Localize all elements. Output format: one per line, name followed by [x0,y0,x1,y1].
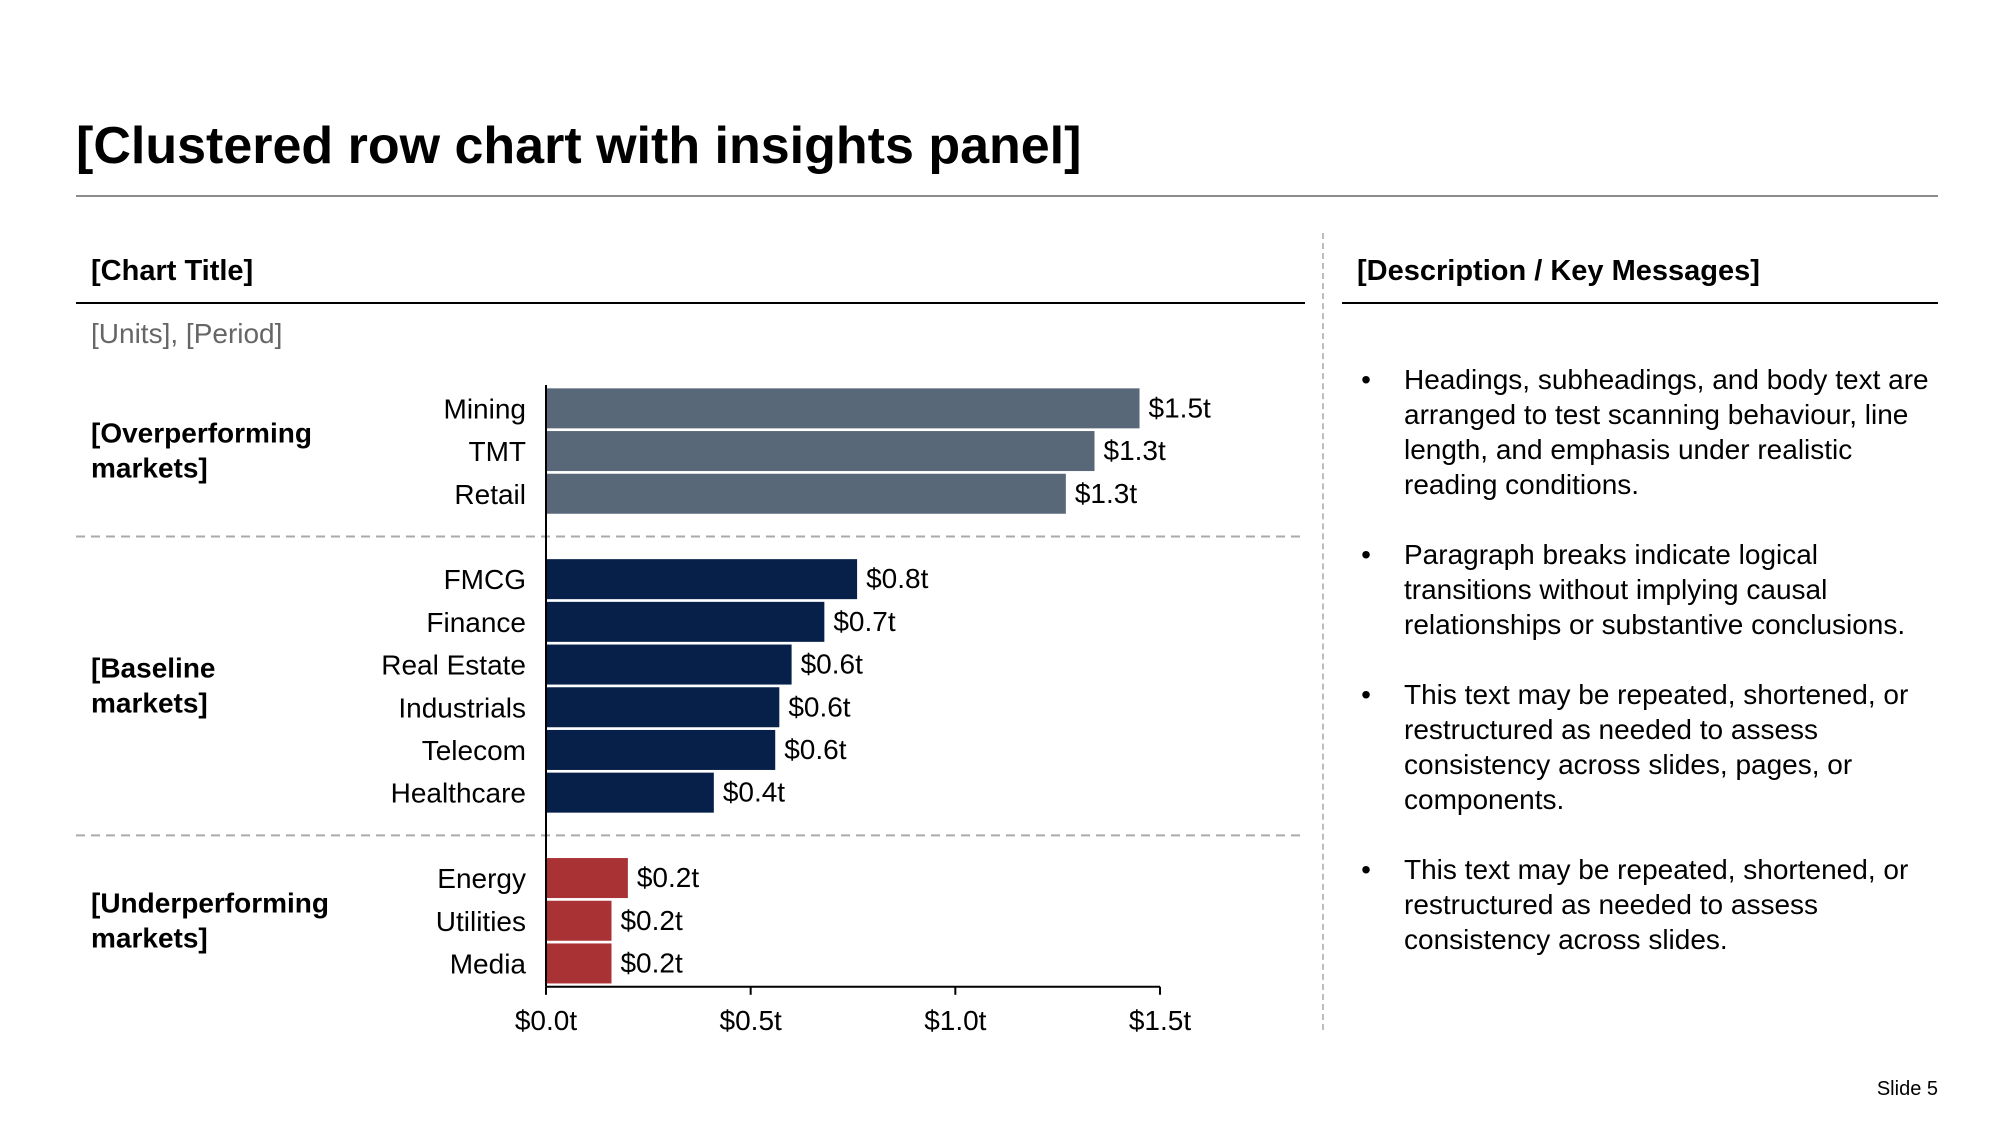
data-label: $0.6t [788,691,850,722]
category-label: TMT [468,436,526,467]
category-label: Healthcare [391,778,526,809]
x-tick-label: $1.5t [1129,1005,1191,1036]
slide-number: Slide 5 [1876,1078,1938,1100]
bullet-dot-icon: • [1361,679,1371,710]
group-label: [Overperforming [91,418,312,449]
category-label: Real Estate [381,650,526,681]
category-label: Industrials [398,692,526,723]
bar [546,772,714,813]
bar [546,858,628,899]
group-label: markets] [91,687,208,718]
bullet-dot-icon: • [1361,364,1371,395]
slide-title: [Clustered row chart with insights panel… [76,117,1082,175]
bullet-dot-icon: • [1361,539,1371,570]
data-label: $0.6t [801,649,863,680]
insight-text: This text may be repeated, shortened, or… [1404,854,1909,955]
bar [546,644,792,685]
bar [546,687,780,728]
bar [546,559,858,600]
x-tick-label: $0.5t [720,1005,782,1036]
bar [546,900,612,941]
insight-bullet: • Paragraph breaks indicate logical trans… [1356,537,1936,642]
data-label: $0.2t [620,947,682,978]
bar [546,388,1140,429]
insight-text: This text may be repeated, shortened, or… [1404,679,1909,815]
data-label: $1.3t [1075,478,1137,509]
insight-text: Headings, subheadings, and body text are… [1404,364,1929,500]
bar [546,601,825,642]
category-label: Retail [454,479,526,510]
group-label: [Baseline [91,652,216,683]
title-divider [76,195,1938,197]
bar [546,729,776,770]
group-label: markets] [91,453,208,484]
data-label: $0.2t [637,862,699,893]
insight-bullet: • Headings, subheadings, and body text ar… [1356,362,1936,502]
bar [546,473,1066,514]
data-label: $0.6t [784,734,846,765]
category-label: Finance [426,607,526,638]
group-label: markets] [91,922,208,953]
bar [546,943,612,984]
x-tick-label: $1.0t [924,1005,986,1036]
insights-list: • Headings, subheadings, and body text ar… [1356,362,1936,992]
data-label: $1.5t [1149,392,1211,423]
category-label: FMCG [444,564,526,595]
category-label: Energy [437,863,526,894]
panel-divider [1322,233,1324,1030]
insight-bullet: • This text may be repeated, shortened, o… [1356,677,1936,817]
chart-title: [Chart Title] [91,255,254,287]
data-label: $1.3t [1104,435,1166,466]
data-label: $0.8t [866,563,928,594]
insight-bullet: • This text may be repeated, shortened, o… [1356,852,1936,957]
chart-units: [Units], [Period] [91,318,283,349]
category-label: Telecom [422,735,526,766]
group-label: [Underperforming [91,887,329,918]
chart-title-rule [76,302,1305,304]
insight-text: Paragraph breaks indicate logical transi… [1404,539,1906,640]
category-label: Utilities [436,906,526,937]
data-label: $0.4t [723,777,785,808]
bar [546,431,1095,472]
bullet-dot-icon: • [1361,854,1371,885]
x-tick-label: $0.0t [515,1005,577,1036]
data-label: $0.7t [833,606,895,637]
insights-title-rule [1342,302,1938,304]
category-label: Media [450,948,527,979]
category-label: Mining [444,393,526,424]
insights-title: [Description / Key Messages] [1357,255,1760,287]
data-label: $0.2t [620,905,682,936]
